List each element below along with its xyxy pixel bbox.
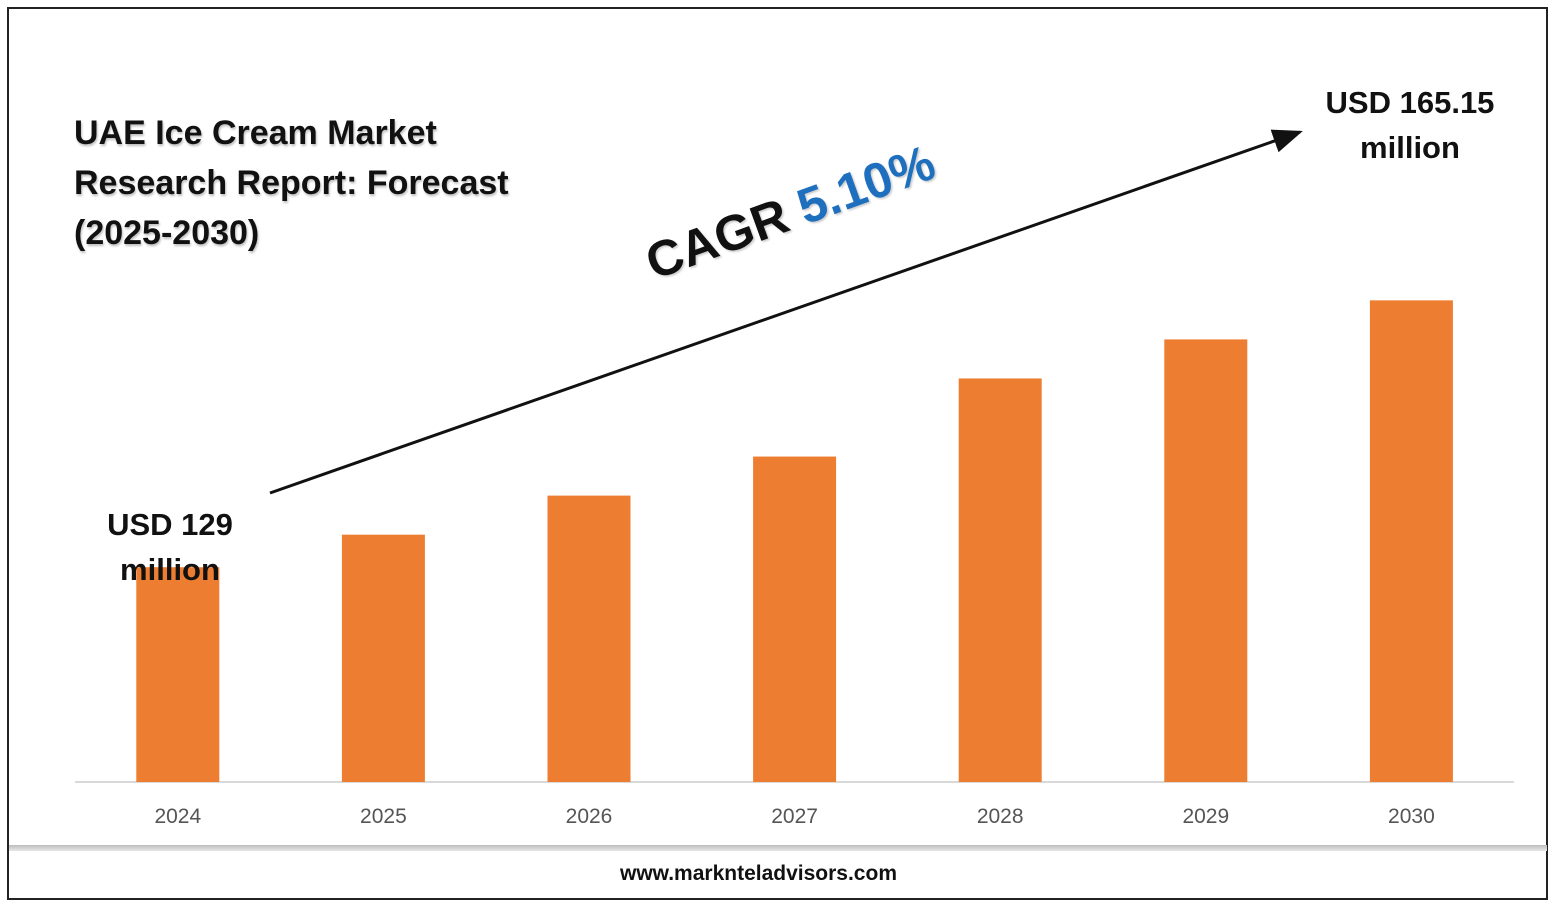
bar-2024 <box>136 567 220 782</box>
x-tick-label: 2028 <box>977 805 1024 828</box>
title-line-3: (2025-2030) <box>74 214 260 252</box>
bar-2030 <box>1369 300 1453 782</box>
x-tick-label: 2030 <box>1388 805 1435 828</box>
end-value-line-1: USD 165.15 <box>1325 85 1495 120</box>
start-value-callout: USD 129 million <box>90 502 250 592</box>
end-value-line-2: million <box>1360 130 1460 165</box>
x-tick-label: 2025 <box>360 805 407 828</box>
bar-2029 <box>1164 339 1248 782</box>
bar-2025 <box>341 534 425 782</box>
x-tick-label: 2029 <box>1182 805 1229 828</box>
footer-divider <box>9 845 1547 851</box>
bar-2028 <box>958 378 1042 782</box>
x-tick-label: 2027 <box>771 805 818 828</box>
x-tick-label: 2024 <box>154 805 201 828</box>
footer-website: www.marknteladvisors.com <box>620 862 897 885</box>
start-value-line-1: USD 129 <box>107 507 233 542</box>
end-value-callout: USD 165.15 million <box>1300 80 1520 170</box>
start-value-line-2: million <box>120 552 220 587</box>
x-tick-label: 2026 <box>566 805 613 828</box>
chart-title: UAE Ice Cream Market Research Report: Fo… <box>74 108 594 258</box>
title-line-2: Research Report: Forecast <box>74 164 509 202</box>
bar-group <box>136 300 1453 782</box>
bar-2026 <box>547 495 631 782</box>
title-line-1: UAE Ice Cream Market <box>74 114 437 152</box>
bar-2027 <box>753 456 837 782</box>
growth-arrow <box>269 129 1303 495</box>
x-tick-labels: 2024 2025 2026 2027 2028 2029 2030 <box>154 805 1434 828</box>
